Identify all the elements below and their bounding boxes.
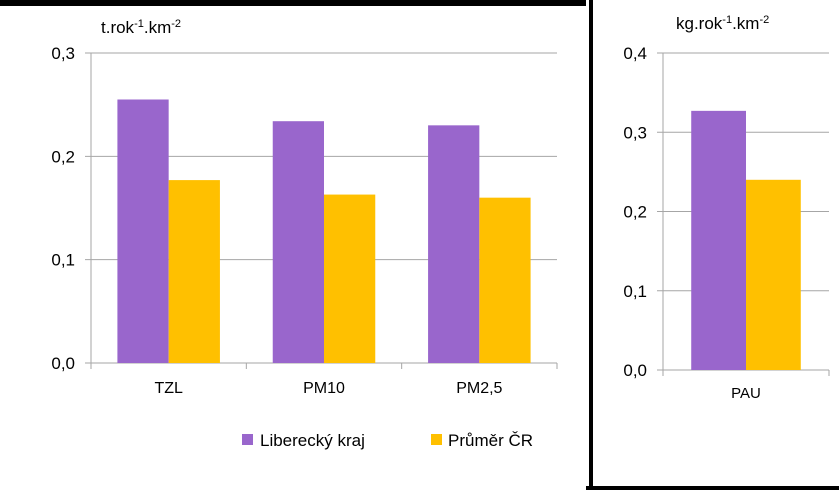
legend-label-prumer: Průměr ČR xyxy=(448,431,533,450)
panel-divider xyxy=(589,0,593,490)
bar-prumer xyxy=(168,180,220,363)
bar-liberecky xyxy=(117,99,169,363)
legend-swatch-prumer xyxy=(431,434,442,445)
y-tick-label: 0,2 xyxy=(51,147,75,166)
left-chart: t.rok-1.km-2 0,0 0,1 0,2 0,3 TZL PM10 PM2,5 xyxy=(51,18,558,397)
y-tick-label: 0,3 xyxy=(623,123,647,142)
bar-prumer xyxy=(324,194,376,363)
bar-prumer xyxy=(746,179,801,370)
legend-swatch-liberecky xyxy=(242,434,253,445)
right-unit-label: kg.rok-1.km-2 xyxy=(676,14,769,33)
x-tick-label: PAU xyxy=(731,385,761,402)
x-tick-label: PM2,5 xyxy=(456,380,502,397)
bar-liberecky xyxy=(272,121,324,363)
bar-liberecky xyxy=(428,125,480,363)
y-tick-label: 0,1 xyxy=(51,251,75,270)
y-tick-label: 0,0 xyxy=(623,361,647,380)
y-tick-label: 0,3 xyxy=(51,44,75,63)
y-tick-label: 0,1 xyxy=(623,282,647,301)
y-tick-label: 0,4 xyxy=(623,44,647,63)
bar-prumer xyxy=(479,197,531,363)
right-chart: kg.rok-1.km-2 0,0 0,1 0,2 0,3 0,4 PAU xyxy=(623,14,830,402)
legend: Liberecký kraj Průměr ČR xyxy=(242,431,533,450)
y-tick-label: 0,0 xyxy=(51,354,75,373)
legend-label-liberecky: Liberecký kraj xyxy=(260,431,365,450)
bottom-frame-bar xyxy=(586,486,839,490)
top-frame-bar xyxy=(0,0,586,6)
y-tick-label: 0,2 xyxy=(623,203,647,222)
bar-liberecky xyxy=(691,110,746,370)
left-unit-label: t.rok-1.km-2 xyxy=(101,18,181,37)
x-tick-label: TZL xyxy=(154,380,183,397)
x-tick-label: PM10 xyxy=(303,380,345,397)
